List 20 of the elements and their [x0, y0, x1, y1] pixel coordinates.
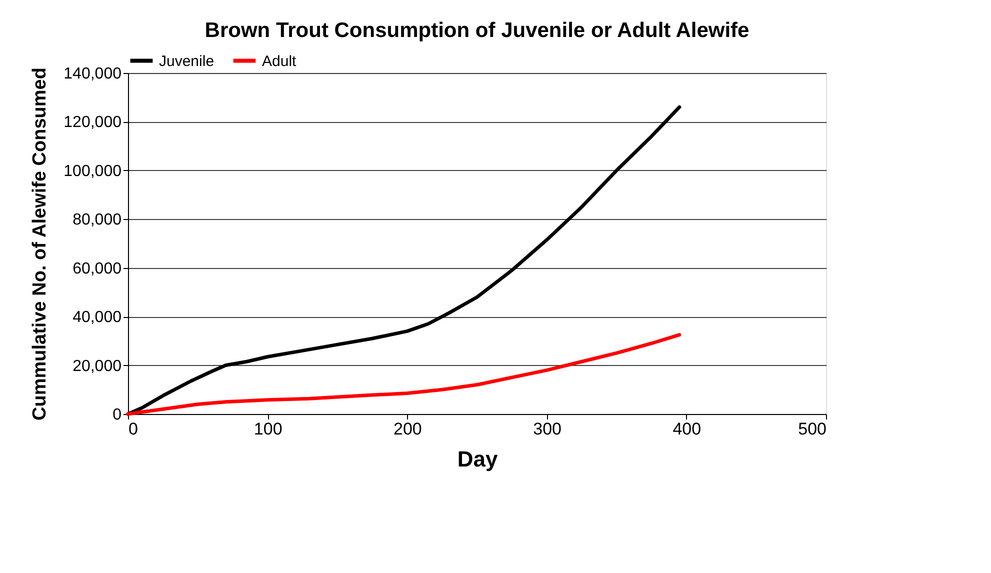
- x-tick-label: 100: [254, 420, 282, 438]
- legend-label: Juvenile: [159, 52, 214, 70]
- y-tick-label: 120,000: [64, 114, 122, 132]
- y-axis-title: Cummulative No. of Alewife Consumed: [30, 68, 51, 420]
- x-tick-label: 200: [394, 420, 422, 438]
- y-tick-label: 100,000: [64, 162, 122, 180]
- x-axis-title: Day: [457, 446, 498, 472]
- chart-title: Brown Trout Consumption of Juvenile or Adult Alewife: [204, 19, 750, 42]
- x-tick-label: 300: [533, 420, 562, 438]
- x-tick-label: 400: [672, 420, 702, 438]
- y-tick-label: 80,000: [72, 212, 122, 229]
- legend-label: Adult: [262, 52, 298, 70]
- y-tick-label: 40,000: [72, 309, 122, 326]
- y-tick-label: 0: [112, 406, 122, 424]
- y-tick-label: 20,000: [72, 358, 122, 375]
- line-series: [126, 333, 682, 416]
- x-tick-label: 0: [128, 420, 138, 438]
- y-tick-label: 140,000: [64, 66, 122, 82]
- y-tick-label: 60,000: [72, 260, 122, 278]
- x-tick-label: 500: [798, 420, 826, 438]
